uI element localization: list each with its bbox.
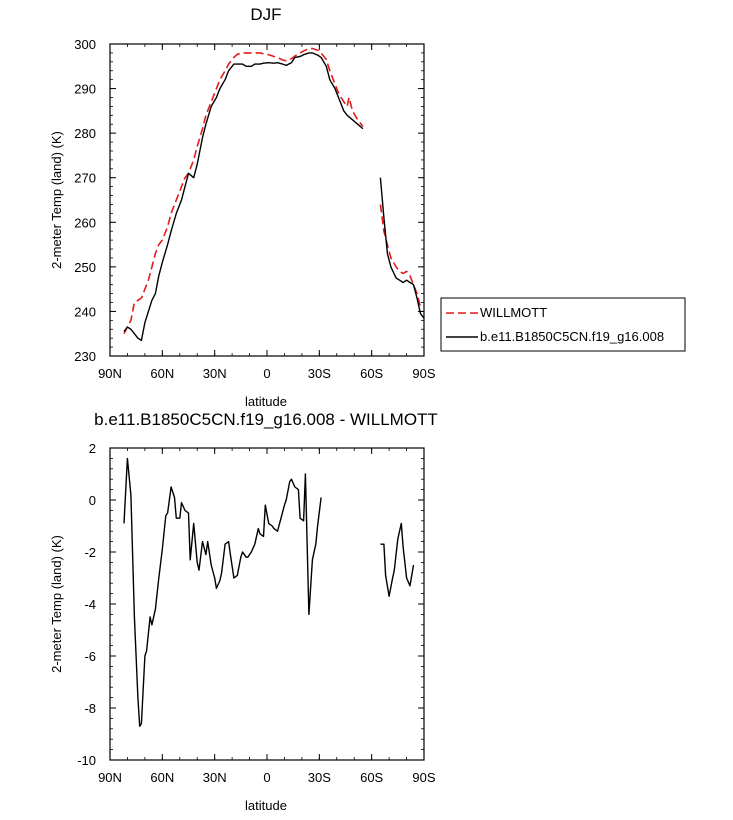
x-tick-label-bottom: 0 <box>263 770 270 785</box>
x-axis-label-top: latitude <box>245 394 287 409</box>
legend-label-model: b.e11.B1850C5CN.f19_g16.008 <box>480 329 664 344</box>
x-tick-label-bottom: 30N <box>203 770 227 785</box>
y-tick-label-top: 260 <box>74 215 96 230</box>
chart-bottom: b.e11.B1850C5CN.f19_g16.008 - WILLMOTT 9… <box>49 410 438 813</box>
series-line-top-1-seg-1 <box>379 177 425 319</box>
plot-frame-top <box>109 43 425 357</box>
x-tick-label-top: 30N <box>203 366 227 381</box>
legend: WILLMOTT b.e11.B1850C5CN.f19_g16.008 <box>440 297 686 352</box>
x-tick-label-top: 0 <box>263 366 270 381</box>
y-tick-label-top: 280 <box>74 126 96 141</box>
ticks-top: 90N 60N 30N 0 30S 60S 90S 230 240 250 260 270 280 290… <box>74 37 436 381</box>
chart-title-bottom: b.e11.B1850C5CN.f19_g16.008 - WILLMOTT <box>94 410 438 429</box>
x-tick-label-top: 90S <box>412 366 435 381</box>
legend-box <box>440 297 686 352</box>
x-tick-label-bottom: 90N <box>98 770 122 785</box>
chart-top: DJF 90N 60N 30N 0 30S 60S 90S 230 240 250 260 270 28… <box>49 5 686 409</box>
series-line-bottom-0-seg-0 <box>123 457 322 727</box>
series-line-top-0-seg-1 <box>379 204 422 308</box>
series-lines-top <box>123 47 425 342</box>
x-tick-label-bottom: 30S <box>308 770 331 785</box>
plot-frame-bottom <box>109 447 425 761</box>
y-tick-label-bottom: -6 <box>84 649 96 664</box>
x-tick-label-top: 60N <box>150 366 174 381</box>
x-tick-label-bottom: 90S <box>412 770 435 785</box>
series-line-bottom-0-seg-1 <box>380 522 415 597</box>
x-tick-label-top: 90N <box>98 366 122 381</box>
ticks-bottom: 90N 60N 30N 0 30S 60S 90S -10 -8 -6 -4 -2 0 2 <box>77 441 436 785</box>
y-tick-label-top: 290 <box>74 82 96 97</box>
x-tick-label-top: 60S <box>360 366 383 381</box>
series-lines-bottom <box>123 457 415 727</box>
y-tick-label-top: 270 <box>74 171 96 186</box>
y-axis-label-bottom: 2-meter Temp (land) (K) <box>49 535 64 673</box>
y-tick-label-top: 300 <box>74 37 96 52</box>
y-tick-label-top: 230 <box>74 349 96 364</box>
y-tick-label-bottom: 0 <box>89 493 96 508</box>
chart-title-top: DJF <box>250 5 281 24</box>
y-tick-label-top: 240 <box>74 304 96 319</box>
y-tick-label-bottom: -2 <box>84 545 96 560</box>
series-line-top-1-seg-0 <box>123 52 364 342</box>
x-axis-label-bottom: latitude <box>245 798 287 813</box>
x-tick-label-bottom: 60S <box>360 770 383 785</box>
legend-label-willmott: WILLMOTT <box>480 305 547 320</box>
y-tick-label-bottom: 2 <box>89 441 96 456</box>
y-tick-label-bottom: -10 <box>77 753 96 768</box>
x-tick-label-bottom: 60N <box>150 770 174 785</box>
y-tick-label-top: 250 <box>74 260 96 275</box>
series-line-top-0-seg-0 <box>123 47 364 335</box>
y-tick-label-bottom: -4 <box>84 597 96 612</box>
y-tick-label-bottom: -8 <box>84 701 96 716</box>
x-tick-label-top: 30S <box>308 366 331 381</box>
y-axis-label-top: 2-meter Temp (land) (K) <box>49 131 64 269</box>
